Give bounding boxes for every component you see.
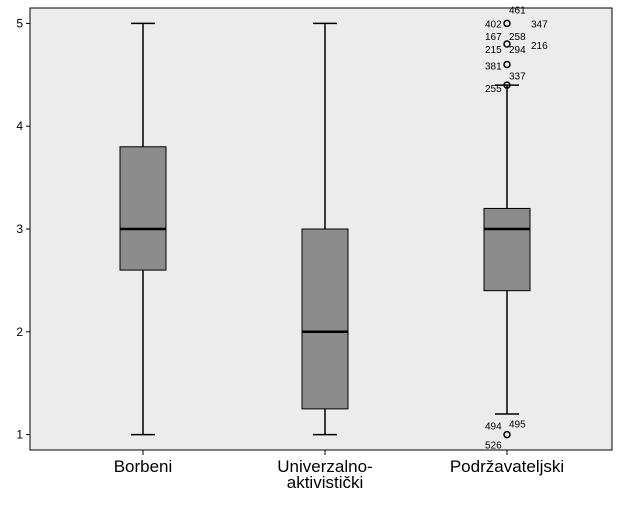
outlier-marker <box>503 81 511 89</box>
outlier-marker <box>503 60 511 69</box>
y-tick-label: 4 <box>16 119 23 133</box>
box-iqr <box>483 207 531 292</box>
y-tick-label: 2 <box>16 325 23 339</box>
box-iqr <box>301 228 349 410</box>
outlier-label: 337 <box>509 72 526 83</box>
outlier-label: 216 <box>531 41 548 52</box>
x-category-label: aktivistički <box>287 473 364 492</box>
y-tick-label: 3 <box>16 222 23 236</box>
outlier-label: 494 <box>485 422 502 433</box>
x-category-label: Podržavateljski <box>450 457 564 476</box>
outlier-label: 461 <box>509 5 526 16</box>
outlier-marker <box>503 40 511 48</box>
outlier-label: 294 <box>509 45 526 56</box>
outlier-label: 255 <box>485 84 502 95</box>
outlier-label: 495 <box>509 420 526 431</box>
outlier-label: 347 <box>531 19 548 30</box>
outlier-label: 402 <box>485 19 502 30</box>
outlier-label: 381 <box>485 62 502 73</box>
outlier-label: 167 <box>485 32 502 43</box>
y-tick-label: 1 <box>16 428 23 442</box>
y-tick-label: 5 <box>16 16 23 30</box>
box-iqr <box>119 146 167 271</box>
outlier-marker <box>503 19 511 28</box>
x-category-label: Univerzalno- <box>277 457 372 476</box>
outlier-marker <box>503 430 511 439</box>
outlier-label: 526 <box>485 441 502 452</box>
outlier-label: 215 <box>485 45 502 56</box>
outlier-label: 258 <box>509 32 526 43</box>
x-category-label: Borbeni <box>114 457 173 476</box>
